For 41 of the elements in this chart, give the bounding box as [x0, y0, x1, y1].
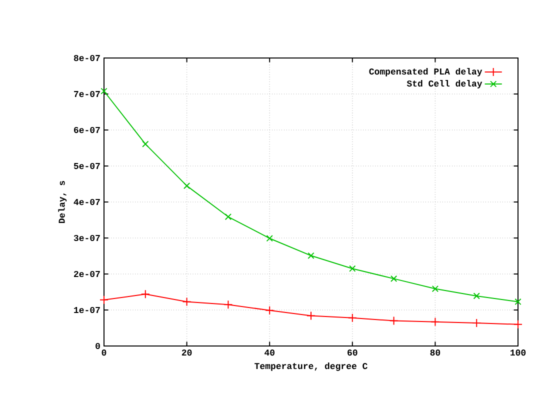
y-tick-label: 4e-07	[74, 198, 100, 206]
point	[349, 265, 356, 272]
x-tick-label: 20	[182, 350, 192, 356]
y-tick-label: 1e-07	[74, 306, 100, 314]
x-tick-label: 80	[430, 350, 440, 356]
y-tick-label: 8e-07	[74, 54, 100, 62]
point	[306, 311, 316, 320]
x-tick-label: 60	[348, 350, 358, 356]
y-tick-label: 6e-07	[74, 126, 100, 134]
point	[348, 313, 357, 322]
point	[265, 306, 274, 315]
y-tick-label: 7e-07	[74, 90, 100, 98]
y-tick-label: 3e-07	[74, 234, 100, 242]
point	[100, 295, 108, 304]
point	[182, 297, 192, 306]
x-tick-label: 100	[510, 350, 526, 356]
point	[473, 292, 480, 300]
x-tick-label: 0	[102, 350, 106, 356]
y-tick-label: 5e-07	[74, 162, 100, 170]
point	[100, 88, 108, 94]
point	[514, 298, 522, 306]
y-tick-label: 2e-07	[74, 270, 100, 278]
point	[266, 235, 273, 242]
point	[432, 285, 439, 292]
point	[514, 320, 523, 329]
x-tick-label: 40	[264, 350, 274, 356]
y-tick-label: 0	[96, 342, 100, 350]
point	[389, 316, 398, 326]
x-axis-title: Temperature, degree C	[254, 362, 368, 371]
point	[224, 300, 233, 310]
legend-label: Std Cell delay	[406, 80, 482, 88]
point	[308, 252, 314, 259]
point	[142, 140, 149, 148]
point	[430, 317, 440, 326]
point	[183, 182, 190, 190]
y-axis-title: Delay, s	[58, 180, 67, 224]
point	[472, 318, 482, 328]
legend-label: Compensated PLA delay	[369, 68, 482, 76]
point	[224, 213, 232, 220]
point	[140, 290, 150, 299]
point	[390, 275, 398, 282]
